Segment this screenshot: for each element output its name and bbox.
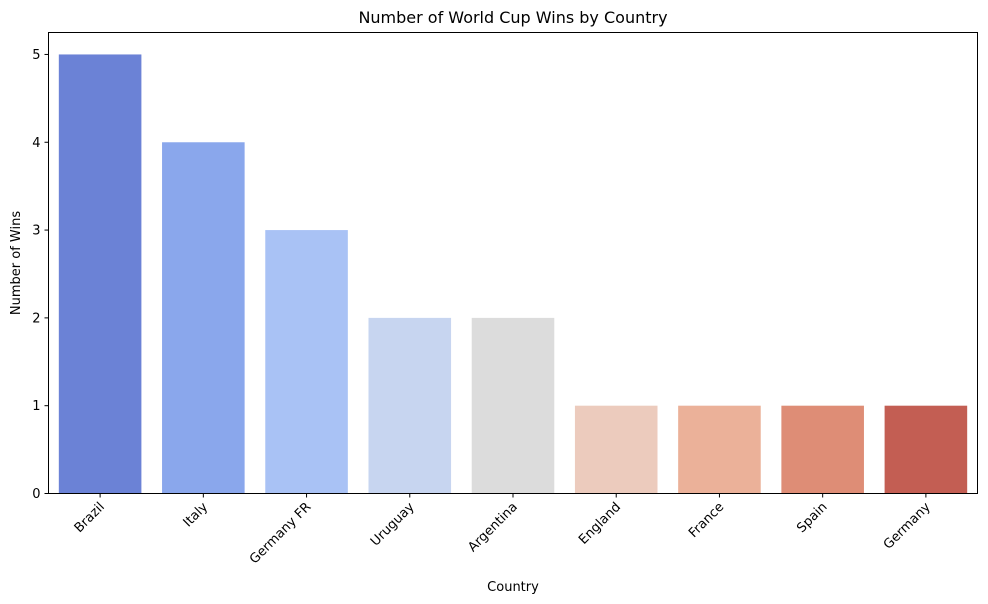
bar-uruguay xyxy=(368,317,452,494)
x-axis-label: Country xyxy=(487,580,539,595)
bar-england xyxy=(574,405,658,494)
x-tick-label: Uruguay xyxy=(368,500,418,550)
x-axis-ticks: Brazil Italy Germany FR Uruguay Argentina Eng… xyxy=(72,493,934,567)
y-tick-label: 3 xyxy=(32,224,40,239)
bar-france xyxy=(678,405,761,494)
x-tick-label: Spain xyxy=(794,500,830,536)
bar-germany-fr xyxy=(265,230,348,494)
bar-italy xyxy=(162,142,245,494)
y-axis-ticks: 0 1 2 3 4 5 xyxy=(32,48,49,502)
bar-brazil xyxy=(58,54,142,494)
y-axis-label: Number of Wins xyxy=(9,211,24,315)
bar-argentina xyxy=(471,317,555,494)
chart-title: Number of World Cup Wins by Country xyxy=(358,8,667,27)
y-tick-label: 0 xyxy=(32,487,40,502)
x-tick-label: Germany FR xyxy=(247,500,314,567)
plot-frame xyxy=(48,32,978,494)
bars-group xyxy=(58,54,968,494)
bar-germany xyxy=(884,405,968,494)
x-tick-label: England xyxy=(576,500,624,548)
y-tick-label: 5 xyxy=(32,48,40,63)
x-tick-label: Argentina xyxy=(465,500,520,555)
y-tick-label: 1 xyxy=(32,399,40,414)
y-tick-label: 2 xyxy=(32,311,40,326)
y-tick-label: 4 xyxy=(32,136,40,151)
bar-spain xyxy=(781,405,864,494)
x-tick-label: Italy xyxy=(181,500,212,531)
x-tick-label: France xyxy=(686,500,727,541)
x-tick-label: Brazil xyxy=(72,500,108,536)
x-tick-label: Germany xyxy=(881,500,934,553)
